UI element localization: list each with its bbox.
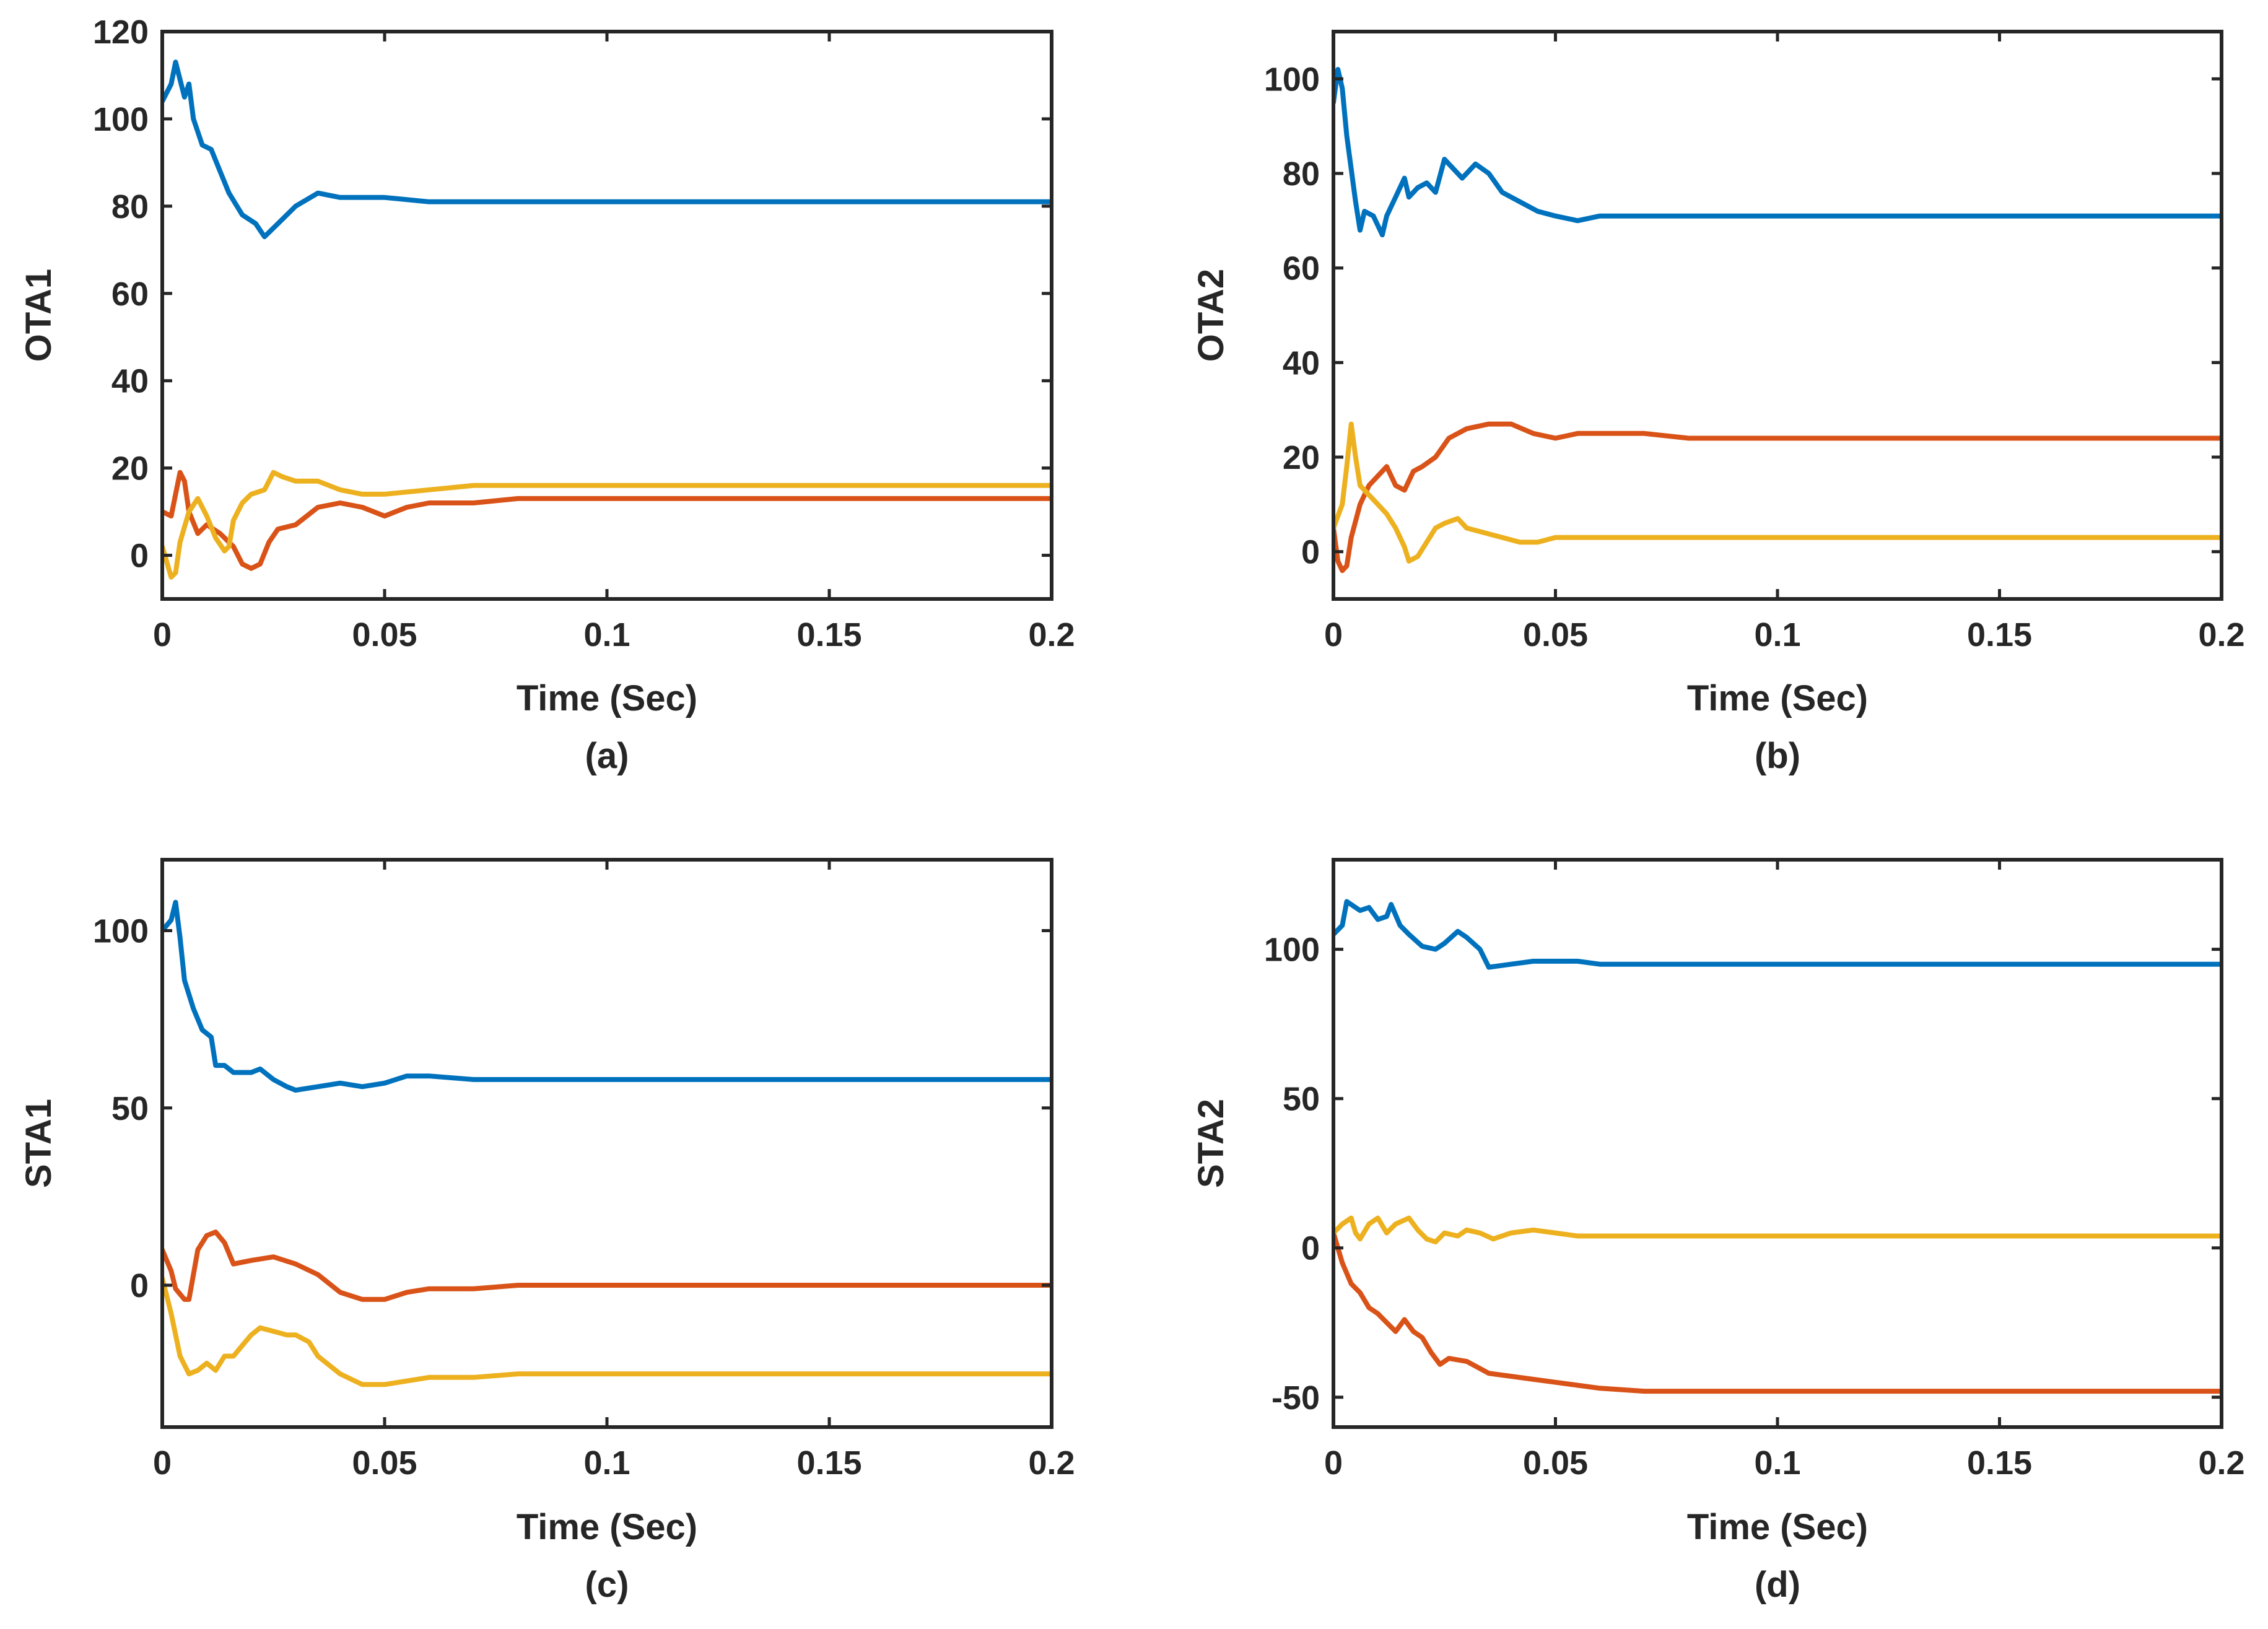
axes-frame-a [160,30,1053,601]
y-tick-label: 80 [1283,155,1320,193]
x-tick-label: 0.1 [1754,1444,1800,1482]
axes-frame-d [1332,858,2223,1429]
x-tick-label: 0.15 [796,616,861,653]
axes-frame-c [160,858,1053,1429]
x-tick-label: 0.05 [1523,616,1588,653]
y-tick-label: 80 [111,188,149,225]
series-line-b-yellow [1333,421,2222,564]
subplot-caption: (a) [585,736,629,776]
subplot-caption: (d) [1755,1565,1800,1605]
y-tick-label: 20 [111,450,149,487]
x-axis-label: Time (Sec) [1687,1507,1868,1547]
y-axis-label: STA2 [1191,1099,1231,1188]
series-line-d-yellow [1333,1215,2222,1245]
x-axis-label: Time (Sec) [1687,678,1868,718]
x-tick-label: 0 [1324,1444,1343,1482]
x-tick-label: 0.1 [583,1444,630,1482]
x-axis-label: Time (Sec) [517,678,697,718]
y-tick-label: 20 [1283,439,1320,476]
subplot-b: 0 0.05 0.1 0.15 0.2 0 20 40 60 80 100 Time (Sec) OTA… [1191,30,2245,776]
subplot-caption: (b) [1755,736,1800,776]
y-tick-label: 0 [130,538,149,575]
y-tick-label: 100 [93,913,149,950]
x-tick-label: 0.2 [2198,616,2244,653]
series-line-d-red [1333,1230,2222,1394]
series-line-a-blue [162,59,1052,240]
x-tick-label: 0.2 [2198,1444,2244,1482]
y-tick-label: 100 [93,101,149,138]
x-tick-label: 0.1 [583,616,630,653]
y-tick-label: 120 [93,14,149,51]
x-tick-label: 0.15 [1967,1444,2032,1482]
y-tick-label: 100 [1264,932,1320,969]
y-tick-label: 40 [1283,344,1320,382]
x-tick-label: 0.05 [1523,1444,1588,1482]
series-line-a-yellow [162,469,1052,580]
x-tick-label: 0.15 [1967,616,2032,653]
series-line-d-blue [1333,899,2222,970]
subplot-a: 0 0.05 0.1 0.15 0.2 0 20 40 60 80 100 120 Time (Sec)… [19,14,1075,776]
series-line-c-blue [162,899,1052,1093]
y-tick-label: -50 [1271,1379,1320,1417]
x-tick-label: 0.15 [796,1444,861,1482]
y-tick-label: 0 [130,1267,149,1304]
x-tick-label: 0.05 [352,616,417,653]
x-tick-label: 0.2 [1028,1444,1075,1482]
x-tick-label: 0.2 [1028,616,1075,653]
y-tick-label: 100 [1264,61,1320,98]
y-tick-label: 50 [111,1090,149,1127]
subplot-c: 0 0.05 0.1 0.15 0.2 0 50 100 Time (Sec) STA1 (c) [19,858,1075,1605]
y-tick-label: 40 [111,363,149,400]
y-axis-label: OTA2 [1191,269,1231,362]
y-axis-label: STA1 [19,1099,59,1188]
x-axis-label: Time (Sec) [517,1507,697,1547]
y-tick-label: 0 [1301,1230,1320,1267]
y-axis-label: OTA1 [19,269,59,362]
series-line-c-yellow [162,1275,1052,1387]
y-tick-label: 60 [111,276,149,313]
series-line-a-red [162,469,1052,571]
y-tick-label: 0 [1301,534,1320,571]
series-line-b-red [1333,421,2222,574]
x-tick-label: 0 [153,616,172,653]
x-tick-label: 0.05 [352,1444,417,1482]
y-tick-label: 60 [1283,250,1320,287]
x-tick-label: 0 [1324,616,1343,653]
series-line-c-red [162,1229,1052,1302]
series-line-b-blue [1333,67,2222,238]
y-tick-label: 50 [1283,1081,1320,1118]
subplot-caption: (c) [585,1565,629,1605]
axes-frame-b [1332,30,2223,601]
x-tick-label: 0 [153,1444,172,1482]
x-tick-label: 0.1 [1754,616,1800,653]
